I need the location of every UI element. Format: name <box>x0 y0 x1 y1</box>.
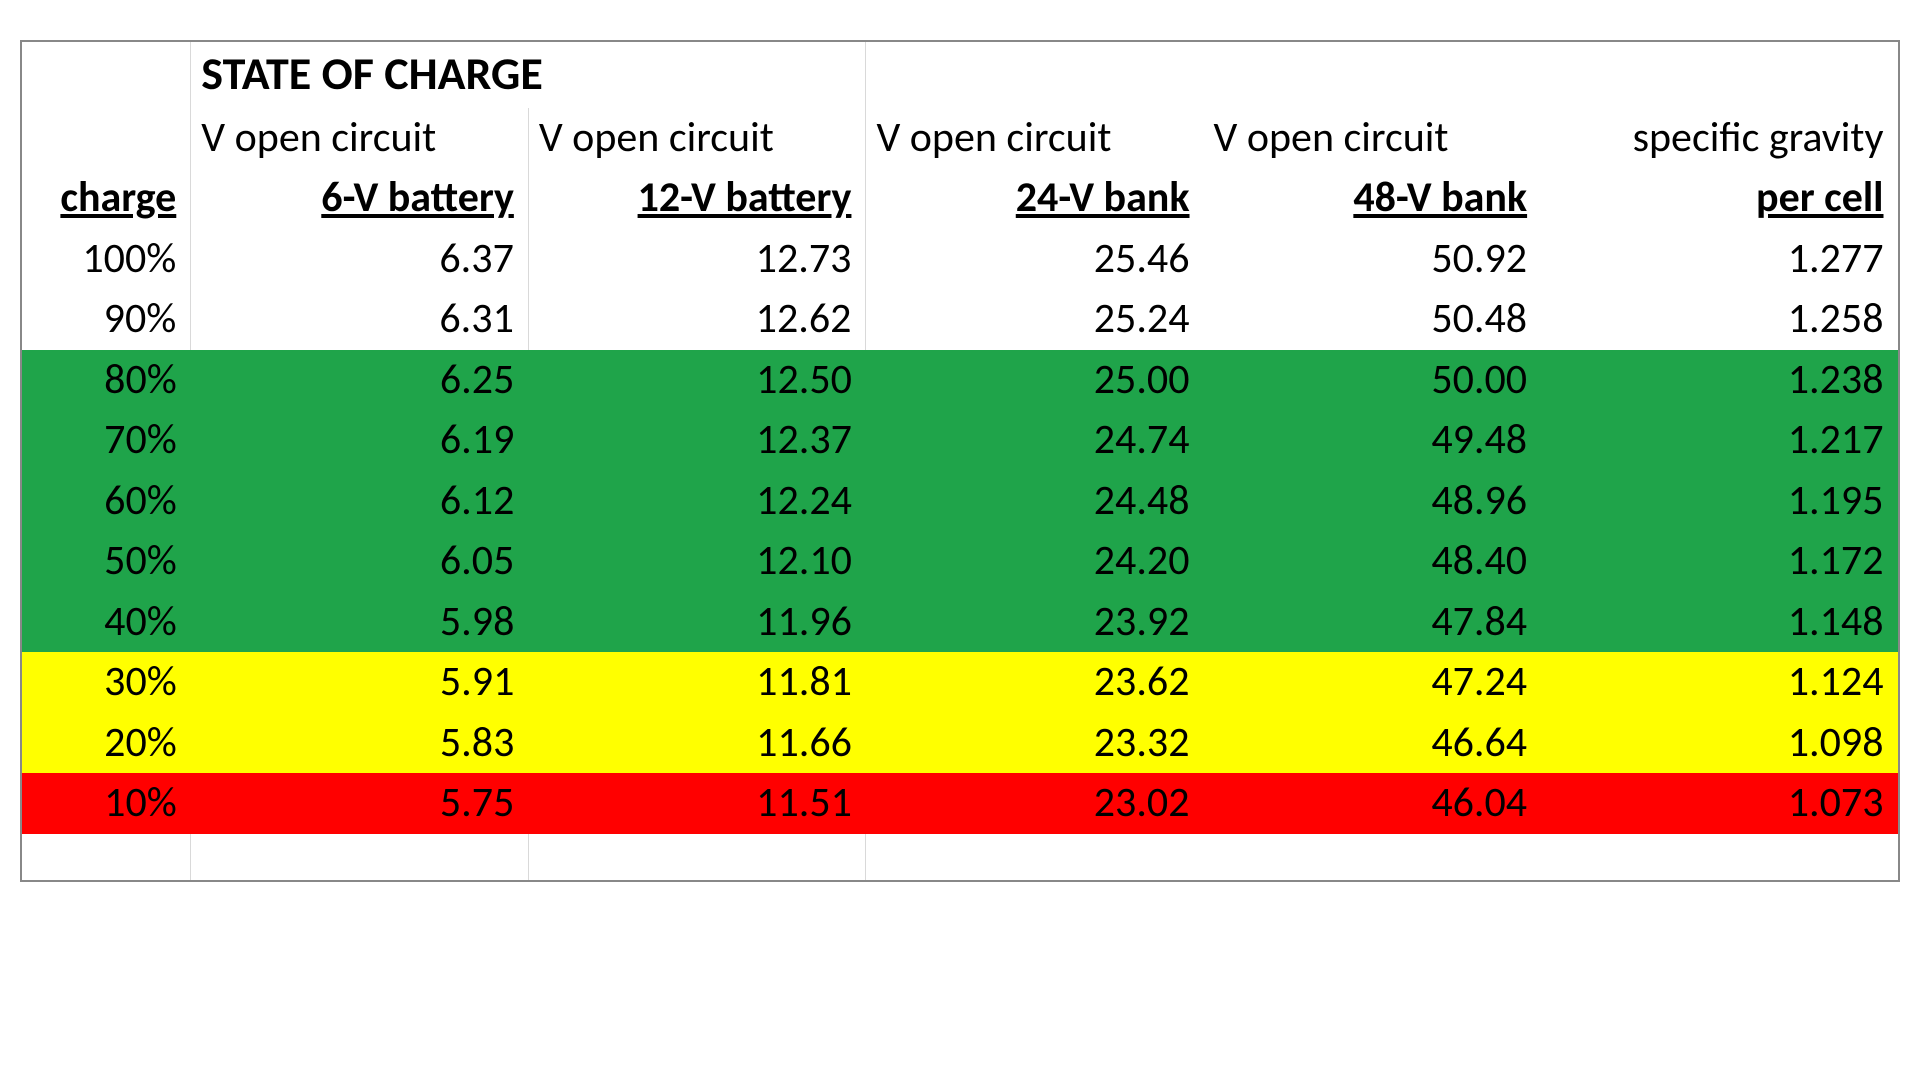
table-cell: 20% <box>22 713 191 774</box>
header-row-2: charge 6-V battery 12-V battery 24-V ban… <box>22 168 1898 229</box>
header-v-open-3: V open circuit <box>866 108 1204 169</box>
table-row: 100%6.3712.7325.4650.921.277 <box>22 229 1898 290</box>
header-blank <box>22 108 191 169</box>
table-cell: 1.195 <box>1541 471 1897 532</box>
table-cell: 6.25 <box>191 350 529 411</box>
table-cell: 90% <box>22 289 191 350</box>
empty-row <box>22 834 1898 880</box>
table-cell: 25.46 <box>866 229 1204 290</box>
table-cell: 46.64 <box>1204 713 1542 774</box>
table-cell: 48.96 <box>1204 471 1542 532</box>
table-cell: 23.92 <box>866 592 1204 653</box>
table-cell: 30% <box>22 652 191 713</box>
table-cell: 12.73 <box>528 229 866 290</box>
table-cell: 100% <box>22 229 191 290</box>
table-cell: 24.74 <box>866 410 1204 471</box>
table-cell: 11.96 <box>528 592 866 653</box>
table-cell: 47.24 <box>1204 652 1542 713</box>
header-48v: 48-V bank <box>1204 168 1542 229</box>
table-cell: 12.10 <box>528 531 866 592</box>
table-cell: 23.32 <box>866 713 1204 774</box>
table-cell: 12.62 <box>528 289 866 350</box>
table-row: 10%5.7511.5123.0246.041.073 <box>22 773 1898 834</box>
table-cell: 25.00 <box>866 350 1204 411</box>
table-cell: 1.258 <box>1541 289 1897 350</box>
table-row: 20%5.8311.6623.3246.641.098 <box>22 713 1898 774</box>
table-cell: 11.66 <box>528 713 866 774</box>
table-cell: 1.098 <box>1541 713 1897 774</box>
table-cell: 5.91 <box>191 652 529 713</box>
table-row: 50%6.0512.1024.2048.401.172 <box>22 531 1898 592</box>
blank-cell <box>22 42 191 108</box>
table-cell: 11.81 <box>528 652 866 713</box>
table-cell: 50% <box>22 531 191 592</box>
table-cell: 1.238 <box>1541 350 1897 411</box>
table-cell: 6.05 <box>191 531 529 592</box>
header-12v: 12-V battery <box>528 168 866 229</box>
header-v-open-4: V open circuit <box>1204 108 1542 169</box>
table-cell: 6.31 <box>191 289 529 350</box>
header-row-1: V open circuit V open circuit V open cir… <box>22 108 1898 169</box>
table-row: 60%6.1212.2424.4848.961.195 <box>22 471 1898 532</box>
table-cell: 50.92 <box>1204 229 1542 290</box>
table-cell: 24.20 <box>866 531 1204 592</box>
table-cell: 25.24 <box>866 289 1204 350</box>
header-v-open-1: V open circuit <box>191 108 529 169</box>
table-cell: 1.172 <box>1541 531 1897 592</box>
header-charge: charge <box>22 168 191 229</box>
table-cell: 60% <box>22 471 191 532</box>
header-sg: specific gravity <box>1541 108 1897 169</box>
table-cell: 11.51 <box>528 773 866 834</box>
table-row: 90%6.3112.6225.2450.481.258 <box>22 289 1898 350</box>
state-of-charge-table: STATE OF CHARGE V open circuit V open ci… <box>22 42 1898 880</box>
table-cell: 40% <box>22 592 191 653</box>
blank-cell <box>1541 42 1897 108</box>
table-cell: 70% <box>22 410 191 471</box>
table-cell: 24.48 <box>866 471 1204 532</box>
table-cell: 5.75 <box>191 773 529 834</box>
table-cell: 48.40 <box>1204 531 1542 592</box>
table-cell: 23.62 <box>866 652 1204 713</box>
table-row: 80%6.2512.5025.0050.001.238 <box>22 350 1898 411</box>
table-cell: 50.48 <box>1204 289 1542 350</box>
table-cell: 5.98 <box>191 592 529 653</box>
table-cell: 23.02 <box>866 773 1204 834</box>
table-cell: 5.83 <box>191 713 529 774</box>
blank-cell <box>1204 42 1542 108</box>
title-row: STATE OF CHARGE <box>22 42 1898 108</box>
blank-cell <box>866 42 1204 108</box>
header-v-open-2: V open circuit <box>528 108 866 169</box>
table-row: 40%5.9811.9623.9247.841.148 <box>22 592 1898 653</box>
table-cell: 1.073 <box>1541 773 1897 834</box>
table-cell: 10% <box>22 773 191 834</box>
table-cell: 12.24 <box>528 471 866 532</box>
table-cell: 46.04 <box>1204 773 1542 834</box>
table-cell: 6.12 <box>191 471 529 532</box>
table-row: 70%6.1912.3724.7449.481.217 <box>22 410 1898 471</box>
table-cell: 49.48 <box>1204 410 1542 471</box>
table-cell: 12.37 <box>528 410 866 471</box>
table-cell: 50.00 <box>1204 350 1542 411</box>
spreadsheet-frame: STATE OF CHARGE V open circuit V open ci… <box>20 40 1900 882</box>
table-title: STATE OF CHARGE <box>191 42 866 108</box>
table-cell: 1.277 <box>1541 229 1897 290</box>
header-24v: 24-V bank <box>866 168 1204 229</box>
table-cell: 1.217 <box>1541 410 1897 471</box>
header-6v: 6-V battery <box>191 168 529 229</box>
table-cell: 12.50 <box>528 350 866 411</box>
table-cell: 6.37 <box>191 229 529 290</box>
table-cell: 6.19 <box>191 410 529 471</box>
table-cell: 1.148 <box>1541 592 1897 653</box>
table-cell: 47.84 <box>1204 592 1542 653</box>
table-row: 30%5.9111.8123.6247.241.124 <box>22 652 1898 713</box>
table-cell: 1.124 <box>1541 652 1897 713</box>
table-cell: 80% <box>22 350 191 411</box>
header-per-cell: per cell <box>1541 168 1897 229</box>
